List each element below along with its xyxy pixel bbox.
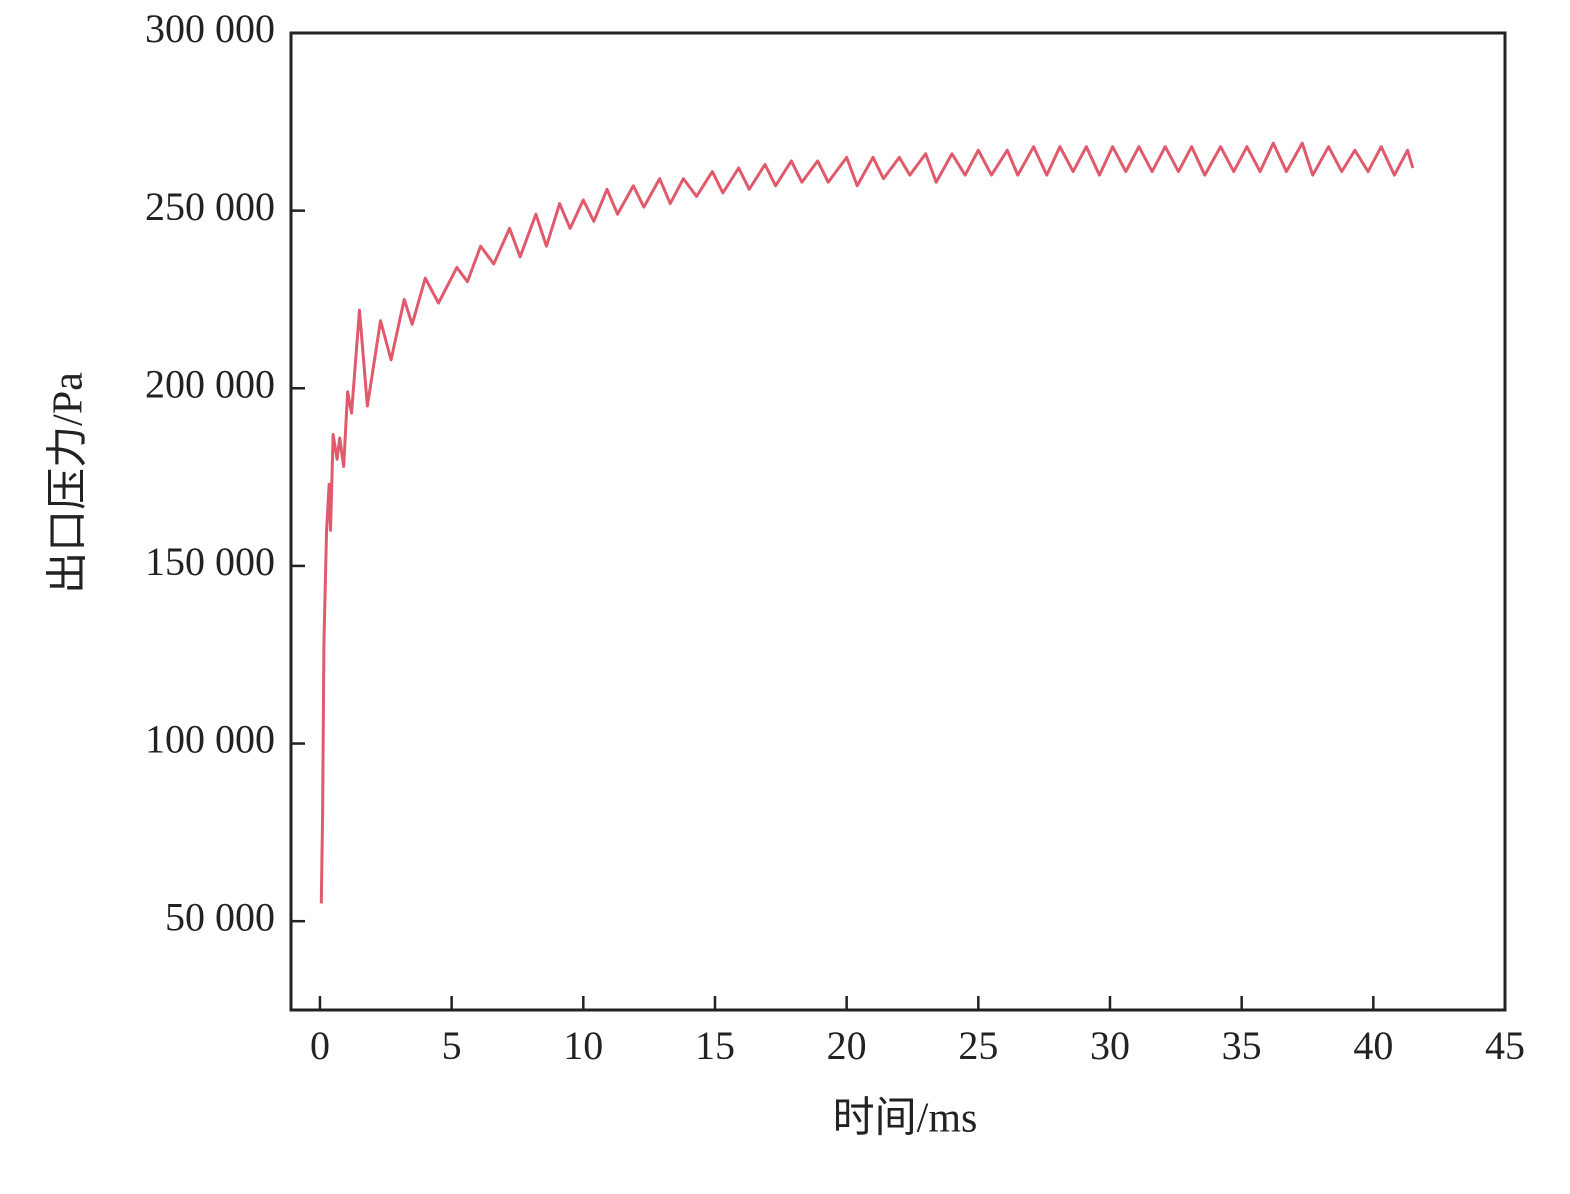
x-axis-title: 时间/ms: [833, 1096, 978, 1142]
x-tick-label: 40: [1353, 1023, 1393, 1068]
x-tick-label: 0: [310, 1023, 330, 1068]
x-tick-label: 30: [1090, 1023, 1130, 1068]
y-tick-label: 250 000: [145, 184, 275, 229]
x-tick-label: 10: [563, 1023, 603, 1068]
x-tick-label: 15: [695, 1023, 735, 1068]
data-line: [319, 141, 1415, 904]
y-tick-label: 100 000: [145, 717, 275, 762]
x-tick-label: 35: [1222, 1023, 1262, 1068]
y-tick-label: 300 000: [145, 6, 275, 51]
x-tick-label: 5: [442, 1023, 462, 1068]
y-axis-title: 出口压力/Pa: [46, 372, 92, 594]
plot-frame: [289, 31, 1507, 1012]
x-tick-label: 45: [1485, 1023, 1525, 1068]
y-tick-label: 150 000: [145, 539, 275, 584]
x-tick-label: 20: [827, 1023, 867, 1068]
x-tick-label: 25: [958, 1023, 998, 1068]
y-tick-label: 50 000: [165, 894, 275, 939]
y-tick-label: 200 000: [145, 361, 275, 406]
